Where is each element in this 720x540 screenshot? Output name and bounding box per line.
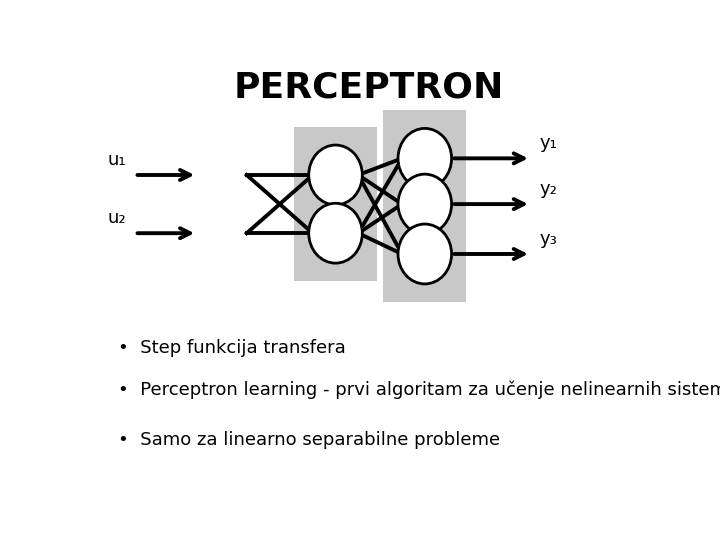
Ellipse shape [398,174,451,234]
Text: y₂: y₂ [539,180,557,198]
Text: •  Perceptron learning - prvi algoritam za učenje nelinearnih sistema: • Perceptron learning - prvi algoritam z… [118,381,720,399]
Text: u₂: u₂ [108,209,126,227]
Bar [383,111,467,302]
Text: •  Samo za linearno separabilne probleme: • Samo za linearno separabilne probleme [118,431,500,449]
Text: PERCEPTRON: PERCEPTRON [234,71,504,105]
Text: y₁: y₁ [539,134,557,152]
Ellipse shape [398,129,451,188]
Text: y₃: y₃ [539,230,557,248]
Text: •  Step funkcija transfera: • Step funkcija transfera [118,339,346,357]
Text: u₁: u₁ [108,151,126,168]
Ellipse shape [309,203,362,263]
Bar [294,127,377,281]
Ellipse shape [309,145,362,205]
Ellipse shape [398,224,451,284]
